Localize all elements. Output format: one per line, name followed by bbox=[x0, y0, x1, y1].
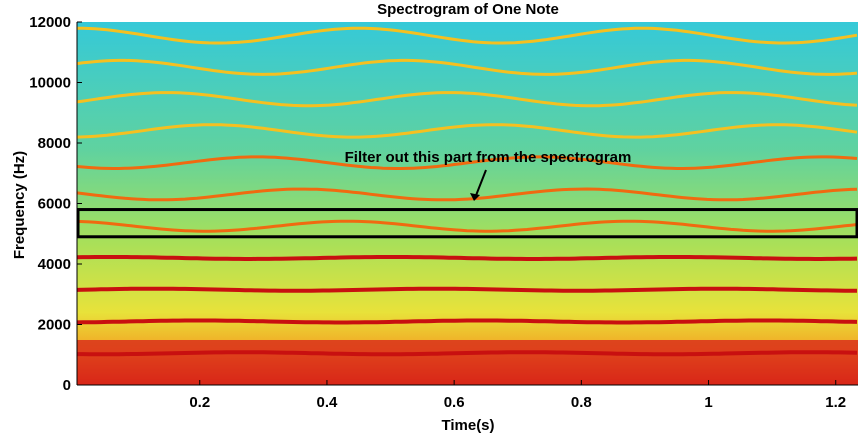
y-tick-label: 6000 bbox=[38, 196, 71, 213]
spectrogram-image bbox=[77, 22, 858, 385]
harmonics bbox=[76, 26, 858, 385]
x-tick-label: 0.4 bbox=[317, 394, 339, 411]
x-tick-label: 0.6 bbox=[444, 394, 465, 411]
x-axis-label: Time(s) bbox=[441, 417, 494, 434]
x-tick-label: 0.8 bbox=[571, 394, 592, 411]
harmonic-line bbox=[76, 187, 858, 202]
chart-title: Spectrogram of One Note bbox=[377, 1, 559, 18]
harmonic-line bbox=[76, 286, 857, 293]
y-tick-label: 8000 bbox=[38, 135, 71, 152]
y-axis-label: Frequency (Hz) bbox=[11, 151, 28, 259]
highlight-box bbox=[76, 208, 858, 239]
low-band bbox=[77, 340, 858, 385]
harmonic-line bbox=[76, 255, 858, 261]
x-tick-label: 1 bbox=[704, 394, 712, 411]
harmonic-line bbox=[77, 350, 858, 357]
harmonic-line bbox=[76, 318, 858, 325]
harmonic-line bbox=[76, 123, 858, 139]
y-tick-label: 0 bbox=[63, 377, 71, 394]
harmonic-line bbox=[76, 58, 858, 76]
arrow-head bbox=[470, 193, 480, 201]
x-tick-label: 1.2 bbox=[825, 394, 846, 411]
harmonic-line bbox=[76, 91, 858, 108]
y-tick-label: 4000 bbox=[38, 256, 71, 273]
y-tick-label: 10000 bbox=[29, 75, 71, 92]
annotation: Filter out this part from the spectrogra… bbox=[345, 149, 632, 166]
harmonic-line bbox=[76, 26, 858, 45]
y-tick-label: 12000 bbox=[29, 14, 71, 31]
harmonic-line bbox=[76, 219, 858, 233]
x-tick-label: 0.2 bbox=[189, 394, 210, 411]
y-tick-label: 2000 bbox=[38, 317, 71, 334]
arrow bbox=[474, 169, 487, 199]
harmonic-line bbox=[76, 155, 858, 170]
